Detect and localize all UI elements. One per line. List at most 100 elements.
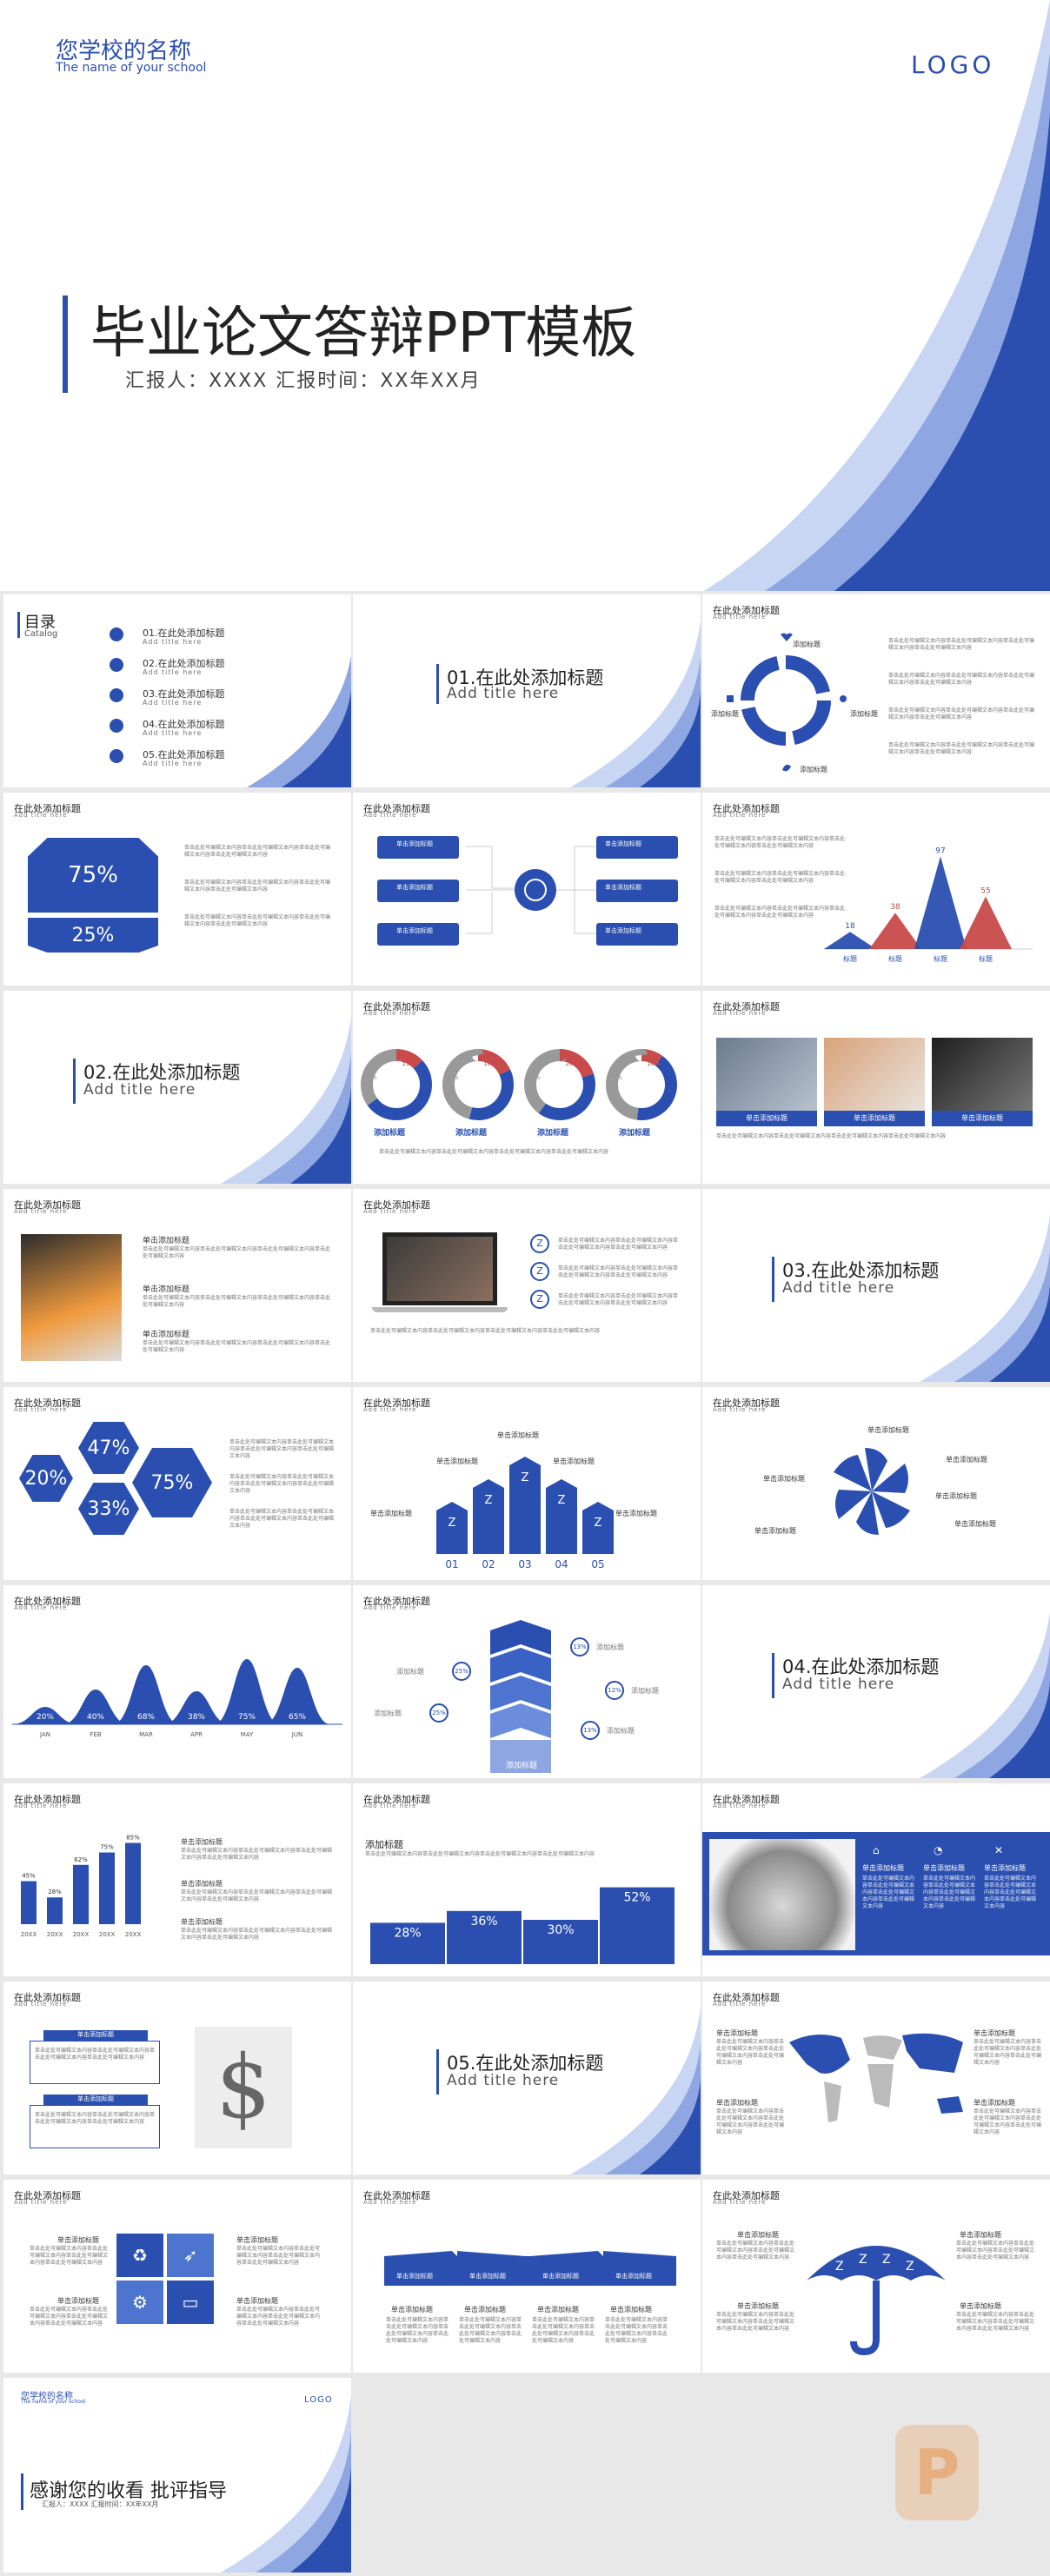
slide-subtitle: Add title here bbox=[713, 2199, 767, 2206]
cycle-paragraph: 单击此处可编辑文本内容单击此处可编辑文本内容单击此处可编辑文本内容单击此处可编辑… bbox=[888, 742, 1035, 755]
toc-item-sub: Add title here bbox=[143, 729, 203, 737]
bar-year: 20XX bbox=[73, 1931, 90, 1938]
toc-item-label: 05.在此处添加标题 bbox=[143, 749, 225, 760]
svg-text:Z: Z bbox=[859, 2253, 867, 2267]
banner-col-text: 单击此处可编辑文本内容单击此处可编辑文本内容单击此处可编辑文本内容单击此处可编辑… bbox=[605, 2317, 668, 2344]
peak-category: 标题 bbox=[979, 954, 993, 963]
donut-value: 13% bbox=[402, 1060, 415, 1067]
umbrella-paragraph: 单击此处可编辑文本内容单击此处可编辑文本内容单击此处可编辑文本内容单击此处可编辑… bbox=[956, 2312, 1035, 2332]
grid-paragraph: 单击此处可编辑文本内容单击此处可编辑文本内容单击此处可编辑文本内容单击此处可编辑… bbox=[30, 2246, 109, 2266]
arrow-number: 02 bbox=[482, 1558, 495, 1570]
donut-value: 52% bbox=[393, 1111, 407, 1118]
slide-title: 在此处添加标题 bbox=[14, 1398, 81, 1409]
donut-value: 36% bbox=[475, 1111, 488, 1118]
funnel-right-label: 添加标题 bbox=[631, 1687, 659, 1695]
arrow-caption: 单击添加标题 bbox=[370, 1510, 412, 1517]
hex-paragraph: 单击此处可编辑文本内容单击此处可编辑文本内容单击此处可编辑文本内容单击此处可编辑… bbox=[229, 1439, 335, 1459]
grid-paragraph: 单击此处可编辑文本内容单击此处可编辑文本内容单击此处可编辑文本内容单击此处可编辑… bbox=[236, 2246, 321, 2266]
peaks-paragraph: 单击此处可编辑文本内容单击此处可编辑文本内容单击此处可编辑文本内容单击此处可编辑… bbox=[714, 871, 846, 884]
map-paragraph: 单击此处可编辑文本内容单击此处可编辑文本内容单击此处可编辑文本内容单击此处可编辑… bbox=[716, 2108, 785, 2135]
hub-slide: 在此处添加标题 Add title here 单击添加标题 单击添加标题 单击添… bbox=[353, 793, 701, 986]
umbrella-label: 单击添加标题 bbox=[737, 2302, 779, 2310]
z-paragraph: 单击此处可编辑文本内容单击此处可编辑文本内容单击此处可编辑文本内容单击此处可编辑… bbox=[558, 1265, 679, 1278]
hex-stat: 33% bbox=[78, 1483, 139, 1535]
section-subtitle: Add title here bbox=[447, 2072, 560, 2089]
bar-value: 45% bbox=[22, 1873, 36, 1880]
wave-value: 40% bbox=[87, 1713, 104, 1722]
watermark-logo: P bbox=[895, 2425, 979, 2520]
pinwheel-slide: 在此处添加标题 Add title here 单击添加标题 单击添加标题 单击添… bbox=[702, 1387, 1050, 1580]
toc-item-label: 02.在此处添加标题 bbox=[143, 658, 225, 669]
closing-title-bar bbox=[21, 2473, 23, 2510]
section-slide-05: 05.在此处添加标题 Add title here bbox=[353, 1982, 701, 2174]
hub-box-left bbox=[377, 836, 459, 859]
bar-year: 20XX bbox=[21, 1931, 37, 1938]
gears-slide: 在此处添加标题 Add title here ⌂ ◔ ✕ 单击添加标题 单击添加… bbox=[702, 1783, 1050, 1976]
slide-title: 在此处添加标题 bbox=[14, 1199, 81, 1211]
slide-title: 在此处添加标题 bbox=[363, 803, 430, 814]
umbrella-icon: Z Z Z Z bbox=[807, 2246, 946, 2356]
slide-subtitle: Add title here bbox=[363, 2199, 417, 2206]
hub-box-label: 单击添加标题 bbox=[396, 927, 433, 934]
cycle-paragraph: 单击此处可编辑文本内容单击此处可编辑文本内容单击此处可编辑文本内容单击此处可编辑… bbox=[888, 707, 1035, 720]
cycle-label-bottom: 添加标题 bbox=[800, 766, 827, 773]
peaks-chart: 18 标题 38 标题 97 标题 55 标题 bbox=[824, 846, 1033, 963]
wave-month: MAR bbox=[139, 1731, 153, 1738]
photo-paragraph: 单击此处可编辑文本内容单击此处可编辑文本内容单击此处可编辑文本内容单击此处可编辑… bbox=[716, 1133, 947, 1139]
photo-cards-slide: 在此处添加标题 Add title here 单击添加标题 单击添加标题 单击添… bbox=[702, 991, 1050, 1184]
slide-subtitle: Add title here bbox=[363, 1010, 417, 1017]
dollar-paragraph: 单击此处可编辑文本内容单击此处可编辑文本内容单击此处可编辑文本内容单击此处可编辑… bbox=[35, 2112, 156, 2125]
banner-col-text: 单击此处可编辑文本内容单击此处可编辑文本内容单击此处可编辑文本内容单击此处可编辑… bbox=[532, 2317, 595, 2344]
step-bar bbox=[523, 1920, 598, 1964]
arrow-caption: 单击添加标题 bbox=[436, 1457, 478, 1465]
peaks-paragraph: 单击此处可编辑文本内容单击此处可编辑文本内容单击此处可编辑文本内容单击此处可编辑… bbox=[714, 906, 846, 919]
wave-mark bbox=[12, 1707, 78, 1724]
svg-text:Z: Z bbox=[882, 2253, 891, 2267]
section-title: 05.在此处添加标题 bbox=[447, 2053, 604, 2074]
slide-title: 在此处添加标题 bbox=[363, 1794, 430, 1805]
cover-logo: LOGO bbox=[911, 50, 995, 79]
item-title: 单击添加标题 bbox=[143, 1331, 190, 1339]
slide-subtitle: Add title here bbox=[14, 2001, 68, 2008]
peak-category: 标题 bbox=[843, 954, 857, 963]
banner-col-text: 单击此处可编辑文本内容单击此处可编辑文本内容单击此处可编辑文本内容单击此处可编辑… bbox=[459, 2317, 522, 2344]
toc-item-sub: Add title here bbox=[143, 760, 203, 767]
toc-wave bbox=[247, 655, 351, 787]
slide-subtitle: Add title here bbox=[14, 2199, 68, 2206]
hub-box-label: 单击添加标题 bbox=[605, 927, 641, 934]
step-paragraph: 单击此处可编辑文本内容单击此处可编辑文本内容单击此处可编辑文本内容单击此处可编辑… bbox=[365, 1851, 595, 1857]
arrow-column bbox=[509, 1457, 541, 1554]
photo-phone bbox=[21, 1234, 122, 1361]
grid-label: 单击添加标题 bbox=[57, 2297, 99, 2305]
bar-value: 75% bbox=[100, 1844, 114, 1851]
peak-category: 标题 bbox=[888, 954, 902, 963]
toc-slide: 目录 Catalog 01.在此处添加标题 Add title here 02.… bbox=[3, 594, 351, 787]
hub-box-label: 单击添加标题 bbox=[605, 840, 641, 847]
slide-title: 在此处添加标题 bbox=[713, 1398, 780, 1409]
funnel-right-label: 添加标题 bbox=[596, 1643, 624, 1651]
step-bar bbox=[600, 1887, 675, 1964]
step-bar bbox=[370, 1922, 445, 1964]
wave-mark bbox=[163, 1691, 229, 1724]
closing-slide: 您学校的名称 The name of your school LOGO 感谢您的… bbox=[3, 2378, 351, 2573]
hub-box-label: 单击添加标题 bbox=[396, 884, 433, 891]
wave-month: JAN bbox=[39, 1731, 50, 1738]
arrow-number: 05 bbox=[591, 1558, 604, 1570]
section-wave bbox=[920, 1215, 1050, 1382]
donut-value: 10% bbox=[647, 1060, 661, 1067]
banner-label: 单击添加标题 bbox=[615, 2273, 652, 2280]
bar-year: 20XX bbox=[99, 1931, 116, 1938]
z-icon: Z bbox=[530, 1262, 549, 1281]
cycle-paragraph: 单击此处可编辑文本内容单击此处可编辑文本内容单击此处可编辑文本内容单击此处可编辑… bbox=[888, 638, 1035, 651]
slide-title: 在此处添加标题 bbox=[713, 1794, 780, 1805]
slide-title: 在此处添加标题 bbox=[363, 1199, 430, 1211]
banner-label: 单击添加标题 bbox=[542, 2273, 579, 2280]
arrow-caption: 单击添加标题 bbox=[553, 1457, 595, 1465]
peak-mark bbox=[914, 856, 967, 949]
item-title: 单击添加标题 bbox=[143, 1285, 190, 1294]
banner-col-text: 单击此处可编辑文本内容单击此处可编辑文本内容单击此处可编辑文本内容单击此处可编辑… bbox=[386, 2317, 449, 2344]
arrow-z-icon: Z bbox=[485, 1494, 493, 1507]
photo-phone bbox=[824, 1038, 925, 1111]
slide-title: 在此处添加标题 bbox=[713, 803, 780, 814]
donut-value: 46% bbox=[445, 1074, 459, 1081]
